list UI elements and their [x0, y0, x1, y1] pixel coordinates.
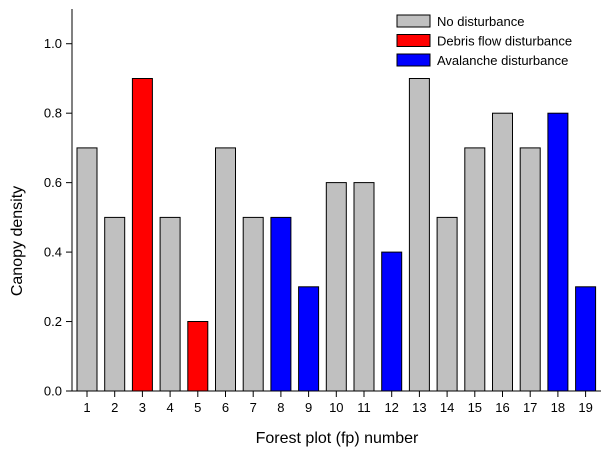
- bar-fp-3: [131, 78, 153, 392]
- legend-swatch: [396, 53, 431, 67]
- bar-fp-5: [187, 321, 209, 392]
- bar-fp-19: [575, 286, 597, 392]
- x-tick-label: 3: [139, 400, 146, 415]
- bar-fp-17: [519, 147, 541, 392]
- bar-fp-9: [298, 286, 320, 392]
- x-tick-label: 4: [166, 400, 173, 415]
- x-tick-label: 13: [412, 400, 426, 415]
- y-tick-label: 0.2: [44, 314, 62, 329]
- bar-fp-10: [325, 182, 347, 392]
- x-tick-label: 17: [523, 400, 537, 415]
- legend-swatch: [396, 34, 431, 47]
- y-tick-label: 0.4: [44, 245, 62, 260]
- x-tick-label: 9: [305, 400, 312, 415]
- y-tick-label: 0.8: [44, 106, 62, 121]
- x-tick-label: 6: [222, 400, 229, 415]
- y-axis-ticks: 0.0 0.2 0.4 0.6 0.8 1.0: [44, 36, 72, 399]
- bars-group: [76, 78, 597, 392]
- legend-label: No disturbance: [437, 14, 524, 29]
- bar-fp-7: [242, 216, 264, 392]
- bar-fp-14: [436, 216, 458, 392]
- bar-fp-15: [464, 147, 486, 392]
- x-tick-label: 5: [194, 400, 201, 415]
- x-tick-label: 19: [578, 400, 592, 415]
- x-tick-label: 14: [440, 400, 454, 415]
- x-tick-label: 11: [357, 400, 371, 415]
- x-tick-label: 8: [277, 400, 284, 415]
- x-axis-ticks: 1 2 3 4 5 6 7 8 9 10 11 12 13 14 15 16 17 18 19: [83, 391, 593, 415]
- x-tick-label: 1: [83, 400, 90, 415]
- legend-label: Avalanche disturbance: [437, 53, 568, 68]
- x-tick-label: 16: [495, 400, 509, 415]
- bar-fp-8: [270, 216, 292, 392]
- bar-fp-11: [353, 182, 375, 392]
- y-tick-label: 0.6: [44, 175, 62, 190]
- bar-fp-18: [547, 112, 569, 392]
- x-tick-label: 7: [250, 400, 257, 415]
- y-tick-label: 1.0: [44, 36, 62, 51]
- x-tick-label: 2: [111, 400, 118, 415]
- legend: No disturbance Debris flow disturbance Ava…: [396, 14, 572, 68]
- x-tick-label: 18: [551, 400, 565, 415]
- bar-fp-2: [104, 216, 126, 392]
- y-tick-label: 0.0: [44, 384, 62, 399]
- y-axis-title: Canopy density: [9, 186, 26, 296]
- bar-fp-1: [76, 147, 98, 392]
- x-tick-label: 12: [384, 400, 398, 415]
- bar-fp-6: [215, 147, 236, 392]
- legend-label: Debris flow disturbance: [437, 34, 572, 49]
- legend-swatch: [396, 14, 431, 28]
- x-tick-label: 10: [329, 400, 343, 415]
- bar-fp-13: [408, 78, 430, 392]
- bar-fp-12: [381, 251, 403, 392]
- bar-fp-4: [159, 216, 181, 392]
- x-tick-label: 15: [468, 400, 482, 415]
- bar-fp-16: [492, 112, 513, 392]
- x-axis-title: Forest plot (fp) number: [256, 430, 419, 447]
